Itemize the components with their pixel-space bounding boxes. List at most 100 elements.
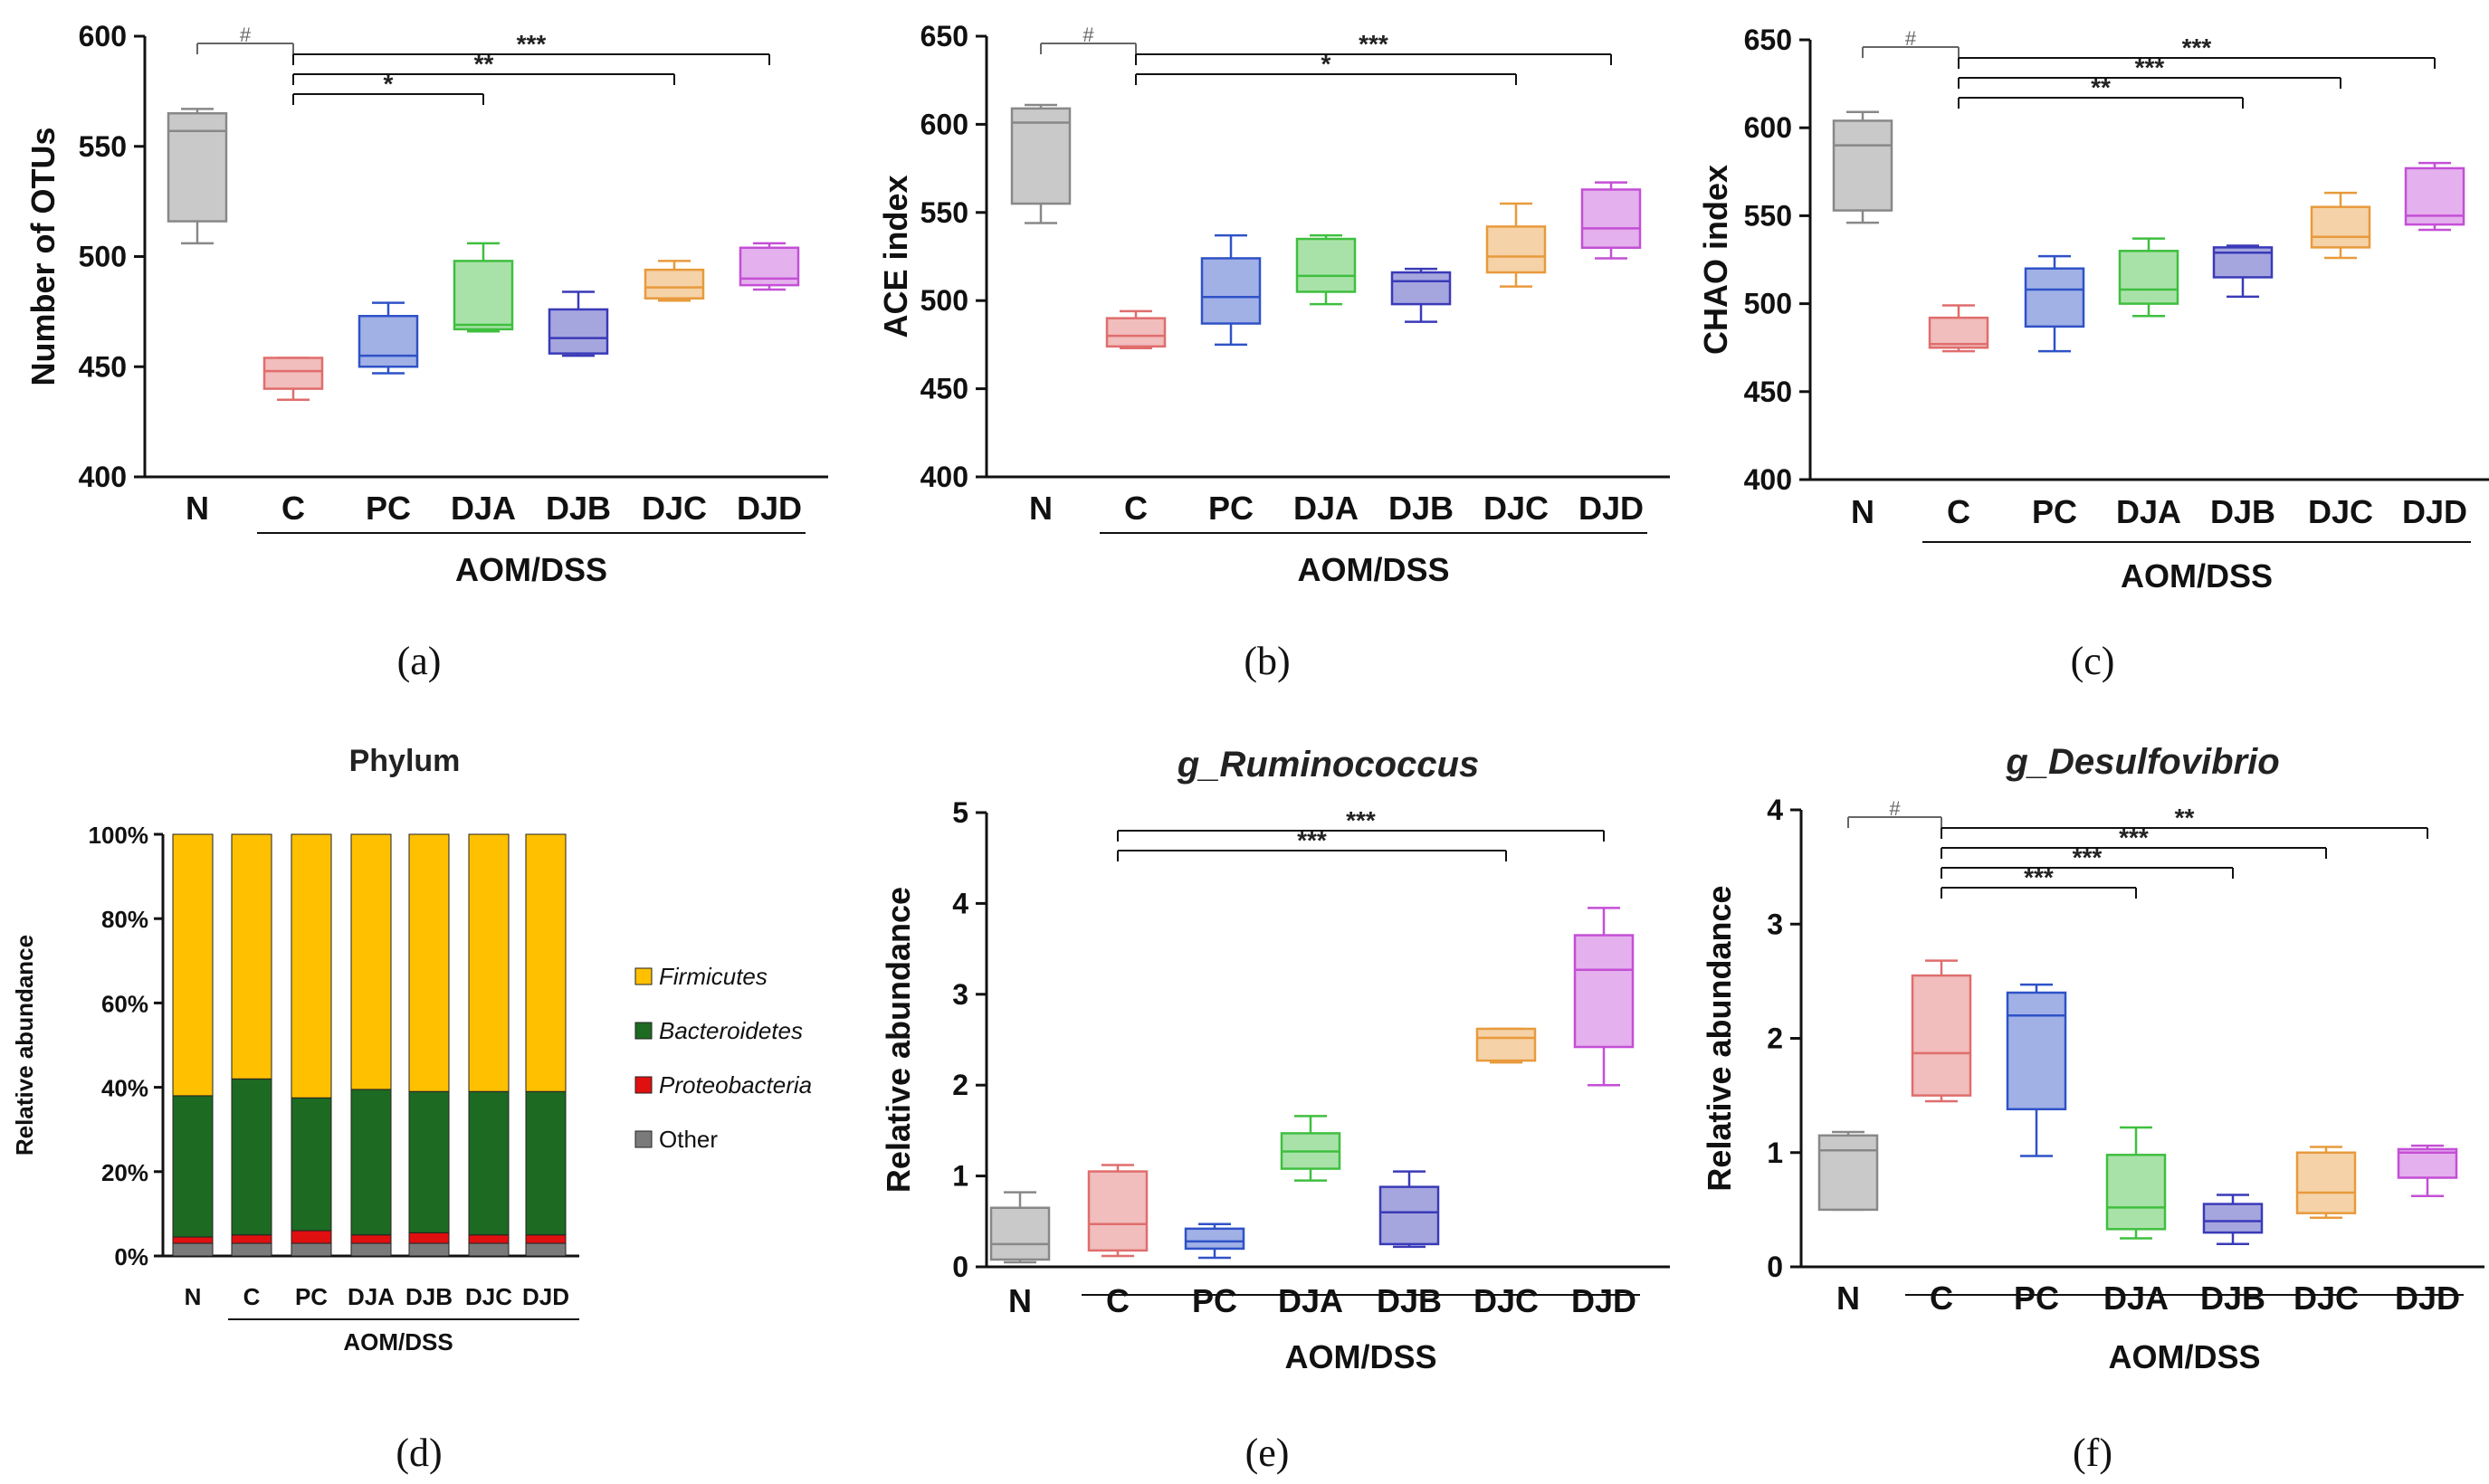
box-body xyxy=(2118,250,2179,305)
bar-segment-proteobacteria xyxy=(231,1234,272,1244)
bar-segment-proteobacteria xyxy=(350,1234,392,1244)
box-body xyxy=(2105,1154,2167,1231)
x-category-label: DJC xyxy=(642,490,707,527)
bar-segment-other xyxy=(350,1242,392,1257)
box-DJC xyxy=(2310,191,2371,260)
box-PC xyxy=(2006,983,2067,1157)
significance-label: *** xyxy=(2182,33,2212,62)
x-category-label: PC xyxy=(295,1283,328,1310)
bar-segment-firmicutes xyxy=(468,833,510,1092)
box-body xyxy=(1390,271,1452,306)
y-tick-label: 2 xyxy=(1767,1023,1783,1055)
y-tick-label: 2 xyxy=(952,1069,968,1101)
x-category-label: DJC xyxy=(1473,1282,1539,1319)
x-category-label: C xyxy=(281,490,305,527)
x-category-label: DJB xyxy=(1377,1282,1442,1319)
x-category-label: N xyxy=(1029,490,1053,527)
significance-label: # xyxy=(1082,24,1094,46)
x-category-label: C xyxy=(1124,490,1148,527)
box-body xyxy=(1832,119,1893,212)
significance-label: ** xyxy=(2175,804,2195,832)
significance-bracket: # xyxy=(1040,24,1137,54)
box-DJA xyxy=(453,242,514,333)
y-tick-label: 650 xyxy=(1744,24,1792,56)
box-body xyxy=(1200,257,1262,325)
legend-swatch xyxy=(634,1130,653,1148)
significance-bracket: *** xyxy=(1135,30,1612,65)
bar-segment-firmicutes xyxy=(291,833,332,1099)
y-tick-label: 400 xyxy=(79,461,127,493)
x-category-label: N xyxy=(1836,1279,1860,1317)
legend-item-firmicutes: Firmicutes xyxy=(634,963,768,990)
chart-panel-0: 400 450 500 550 600 Number of OTUs N C PC DJA DJB D… xyxy=(24,20,828,683)
box-body xyxy=(262,357,324,390)
box-N xyxy=(1832,110,1893,224)
box-body xyxy=(548,308,609,355)
significance-label: # xyxy=(1889,797,1901,820)
y-tick-label: 600 xyxy=(79,20,127,52)
bar-segment-bacteroidetes xyxy=(408,1090,450,1233)
legend-swatch xyxy=(634,1022,653,1040)
x-category-label: N xyxy=(1851,493,1874,530)
bar-segment-other xyxy=(408,1242,450,1257)
legend-swatch xyxy=(634,1076,653,1094)
y-tick-label: 3 xyxy=(1767,908,1783,940)
significance-bracket: # xyxy=(196,24,294,54)
box-body xyxy=(2006,991,2067,1111)
stacked-bar-DJB xyxy=(408,833,450,1257)
significance-bracket: ** xyxy=(292,50,675,85)
panel-label: (f) xyxy=(2073,1431,2112,1475)
y-tick-label: 100% xyxy=(89,822,149,849)
y-tick-label: 60% xyxy=(101,990,148,1017)
box-body xyxy=(1105,317,1167,348)
x-category-label: C xyxy=(1947,493,1970,530)
box-DJD xyxy=(2404,161,2465,232)
box-PC xyxy=(1184,1222,1245,1260)
significance-label: *** xyxy=(1346,806,1376,834)
y-tick-label: 3 xyxy=(952,978,968,1011)
x-category-label: DJD xyxy=(737,490,802,527)
chart-panel-3: 0% 20% 40% 60% 80% 100% Relative abundance N C PC… xyxy=(11,744,812,1475)
y-axis-title: Number of OTUs xyxy=(24,127,62,385)
y-tick-label: 80% xyxy=(101,906,148,933)
legend-label: Bacteroidetes xyxy=(659,1017,803,1044)
y-tick-label: 0% xyxy=(114,1243,148,1270)
x-category-label: PC xyxy=(366,490,411,527)
x-category-label: DJB xyxy=(405,1283,453,1310)
bar-segment-bacteroidetes xyxy=(350,1089,392,1236)
box-DJC xyxy=(644,260,705,302)
box-N xyxy=(1010,103,1072,224)
x-category-label: PC xyxy=(1208,490,1254,527)
y-tick-label: 1 xyxy=(1767,1137,1783,1169)
group-label: AOM/DSS xyxy=(343,1328,453,1356)
group-label: AOM/DSS xyxy=(1297,551,1449,588)
x-category-label: DJA xyxy=(1293,490,1359,527)
significance-bracket: ** xyxy=(1958,73,2244,109)
x-category-label: DJA xyxy=(2103,1279,2169,1317)
y-tick-label: 600 xyxy=(1744,111,1792,144)
x-category-label: DJA xyxy=(1278,1282,1343,1319)
significance-label: *** xyxy=(517,30,547,58)
x-category-label: DJB xyxy=(2210,493,2275,530)
panel-label: (e) xyxy=(1245,1431,1290,1475)
box-body xyxy=(1295,237,1357,293)
y-tick-label: 450 xyxy=(920,373,968,405)
y-axis-title: ACE index xyxy=(877,175,914,338)
legend-item-bacteroidetes: Bacteroidetes xyxy=(634,1017,803,1044)
chart-panel-4: 0 1 2 3 4 5 Relative abundance N C PC DJA DJB DJC DJD… xyxy=(880,745,1670,1475)
stacked-bar-PC xyxy=(291,833,332,1257)
x-category-label: C xyxy=(1106,1282,1130,1319)
box-body xyxy=(1573,934,1635,1049)
x-category-label: DJD xyxy=(1578,490,1644,527)
box-body xyxy=(1010,107,1072,205)
bar-segment-bacteroidetes xyxy=(525,1090,567,1236)
significance-label: # xyxy=(1905,27,1917,50)
chart-panel-5: 0 1 2 3 4 Relative abundance N C PC DJA DJB DJC DJD A… xyxy=(1701,742,2484,1475)
x-category-label: PC xyxy=(2014,1279,2059,1317)
x-category-label: PC xyxy=(1192,1282,1237,1319)
y-tick-label: 0 xyxy=(952,1251,968,1283)
x-category-label: DJC xyxy=(1483,490,1549,527)
significance-bracket: * xyxy=(292,70,484,105)
y-tick-label: 1 xyxy=(952,1160,968,1193)
significance-label: ** xyxy=(474,50,494,78)
